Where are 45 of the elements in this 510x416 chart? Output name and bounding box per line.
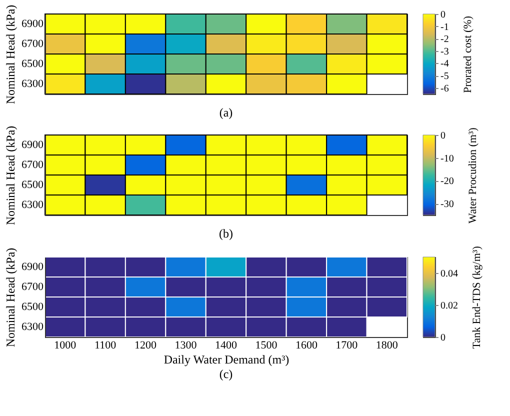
x-tick-label: 1000 — [54, 340, 77, 352]
x-tick-label: 1200 — [134, 340, 158, 352]
color-bar-label: -5 — [440, 71, 449, 82]
color-bar-label: -1 — [440, 22, 449, 33]
x-tick-label: 1500 — [255, 340, 278, 352]
text: (b) — [219, 226, 233, 241]
x-tick-label: 1400 — [215, 340, 238, 352]
color-bar-label: -20 — [440, 176, 454, 188]
x-axis-title: Daily Water Demand (m³) — [164, 352, 290, 366]
text: (a) — [219, 106, 233, 120]
color-bar-label: 0 — [440, 130, 446, 142]
y-tick-label: 6900 — [22, 18, 44, 30]
y-tick-label: 6700 — [22, 38, 44, 50]
y-tick-label: 6300 — [22, 321, 44, 333]
y-tick-label: 6500 — [22, 58, 44, 70]
color-bar-title: Prorated cost (%) — [462, 16, 474, 93]
color-bar-label: 0.02 — [440, 300, 458, 312]
y-axis-title: Nominal Head (kPa) — [4, 126, 18, 226]
x-tick-label: 1800 — [376, 340, 398, 352]
x-tick-label: 1100 — [94, 340, 117, 352]
y-tick-label: 6900 — [22, 261, 44, 273]
y-tick-label: 6300 — [22, 78, 44, 90]
color-bar-label: 0 — [440, 332, 446, 344]
color-bar-title: Water Procudion (m³) — [466, 127, 479, 224]
color-bar-title: Tank End-TDS (kg/m³) — [471, 246, 483, 349]
text: (c) — [219, 367, 233, 381]
y-axis-title: Nominal Head (kPa) — [4, 248, 18, 348]
color-bar-label: -2 — [440, 34, 449, 46]
color-bar-label: 0.04 — [440, 268, 458, 280]
y-tick-label: 6900 — [22, 139, 44, 151]
x-tick-label: 1700 — [336, 340, 358, 352]
y-axis-title: Nominal Head (kPa) — [4, 4, 18, 104]
color-bar-label: -4 — [440, 58, 449, 70]
y-tick-label: 6700 — [22, 159, 44, 171]
color-bar-label: -30 — [440, 199, 454, 210]
color-bar-label: -10 — [440, 153, 454, 164]
x-tick-label: 1600 — [295, 340, 318, 352]
y-tick-label: 6300 — [22, 199, 44, 211]
color-bar-label: 0 — [440, 10, 446, 20]
color-bar-label: -6 — [440, 83, 449, 94]
color-bar-label: -3 — [440, 46, 449, 58]
y-tick-label: 6700 — [22, 281, 44, 293]
y-tick-label: 6500 — [22, 301, 44, 313]
x-tick-label: 1300 — [174, 340, 198, 352]
y-tick-label: 6500 — [22, 179, 44, 191]
